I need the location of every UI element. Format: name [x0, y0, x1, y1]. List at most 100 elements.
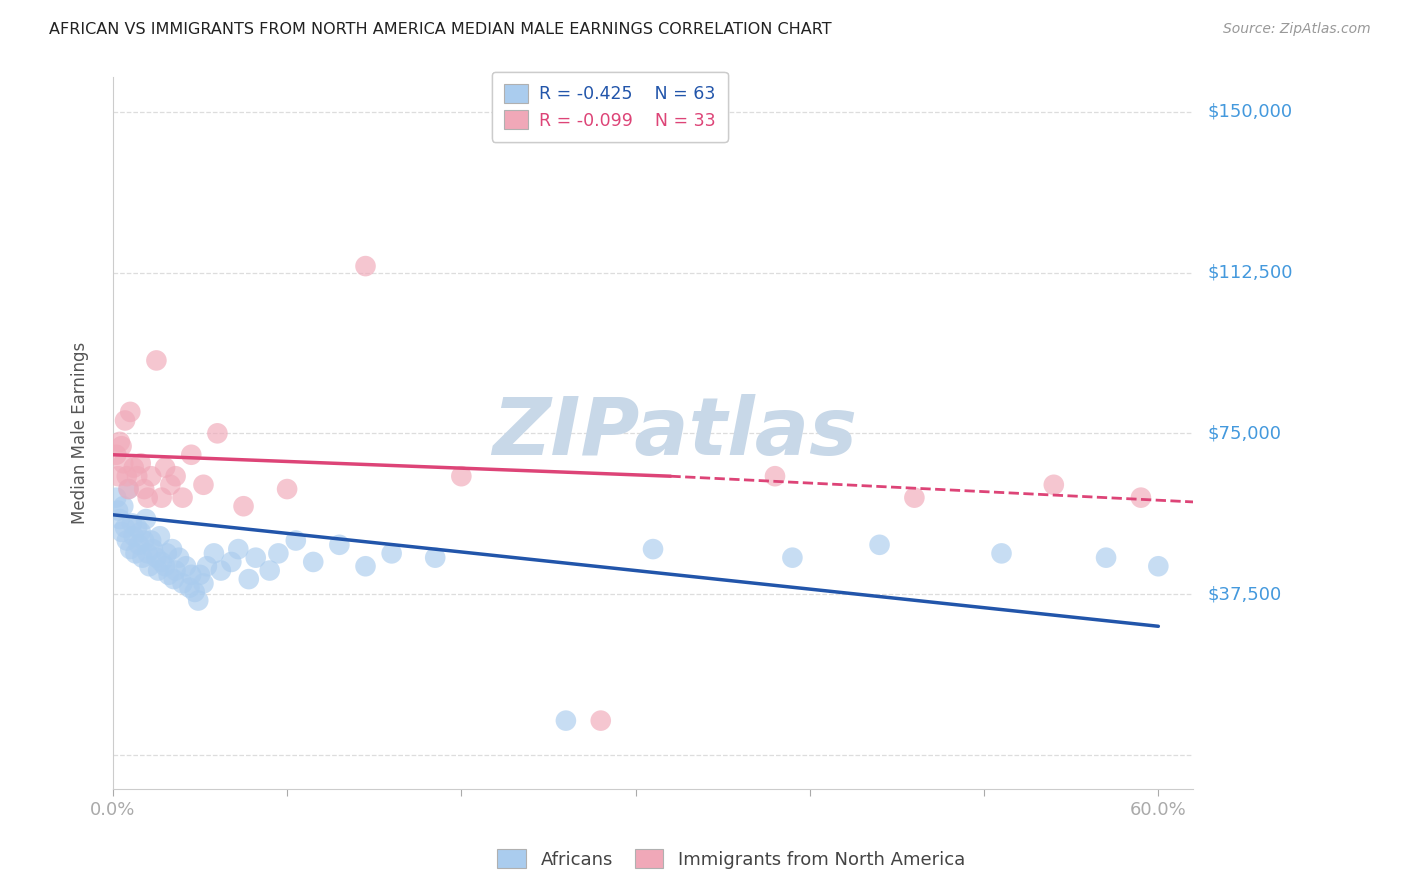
Point [153, 559, 176, 574]
Point [138, 559, 160, 574]
Point [115, 469, 138, 483]
Point [187, 593, 209, 607]
Point [202, 546, 225, 560]
Point [124, 546, 146, 560]
Point [328, 538, 350, 552]
Point [107, 469, 129, 483]
Point [134, 533, 156, 548]
Point [554, 714, 576, 728]
Point [221, 555, 243, 569]
Point [381, 546, 404, 560]
Point [159, 477, 181, 491]
Point [107, 503, 129, 517]
Point [172, 576, 194, 591]
Point [145, 353, 167, 368]
Point [245, 550, 267, 565]
Legend: Africans, Immigrants from North America: Africans, Immigrants from North America [489, 841, 973, 876]
Point [226, 542, 249, 557]
Text: $150,000: $150,000 [1208, 103, 1292, 120]
Point [108, 512, 131, 526]
Point [180, 567, 202, 582]
Point [903, 491, 925, 505]
Point [209, 564, 232, 578]
Point [120, 405, 142, 419]
Point [142, 542, 165, 557]
Y-axis label: Median Male Earnings: Median Male Earnings [72, 343, 89, 524]
Point [193, 477, 215, 491]
Point [153, 460, 176, 475]
Point [160, 542, 183, 557]
Point [141, 469, 163, 483]
Point [136, 546, 159, 560]
Point [141, 533, 163, 548]
Point [1095, 550, 1118, 565]
Point [149, 529, 172, 543]
Point [1042, 477, 1064, 491]
Point [238, 572, 260, 586]
Point [131, 550, 153, 565]
Point [172, 491, 194, 505]
Point [110, 439, 132, 453]
Point [136, 491, 159, 505]
Point [641, 542, 664, 557]
Point [450, 469, 472, 483]
Point [284, 533, 307, 548]
Point [127, 521, 149, 535]
Point [763, 469, 786, 483]
Point [108, 434, 131, 449]
Point [146, 564, 169, 578]
Point [167, 550, 190, 565]
Point [869, 538, 891, 552]
Point [782, 550, 804, 565]
Point [990, 546, 1012, 560]
Legend: R = -0.425    N = 63, R = -0.099    N = 33: R = -0.425 N = 63, R = -0.099 N = 33 [492, 72, 728, 142]
Point [1147, 559, 1170, 574]
Point [112, 500, 135, 514]
Point [302, 555, 325, 569]
Text: $112,500: $112,500 [1208, 263, 1292, 282]
Point [129, 524, 152, 539]
Point [267, 546, 290, 560]
Point [165, 564, 187, 578]
Point [115, 533, 138, 548]
Point [114, 413, 136, 427]
Point [184, 585, 207, 599]
Point [354, 259, 377, 273]
Text: AFRICAN VS IMMIGRANTS FROM NORTH AMERICA MEDIAN MALE EARNINGS CORRELATION CHART: AFRICAN VS IMMIGRANTS FROM NORTH AMERICA… [49, 22, 832, 37]
Point [1129, 491, 1152, 505]
Point [163, 572, 186, 586]
Point [122, 460, 145, 475]
Text: ZIPatlas: ZIPatlas [492, 394, 858, 473]
Point [121, 516, 143, 531]
Point [117, 482, 139, 496]
Point [180, 448, 202, 462]
Point [105, 491, 128, 505]
Point [134, 482, 156, 496]
Point [589, 714, 612, 728]
Point [105, 448, 128, 462]
Point [135, 512, 157, 526]
Point [150, 555, 173, 569]
Point [193, 576, 215, 591]
Text: $75,000: $75,000 [1208, 425, 1281, 442]
Point [122, 529, 145, 543]
Point [174, 559, 197, 574]
Point [150, 491, 173, 505]
Point [129, 456, 152, 470]
Point [207, 426, 229, 441]
Point [117, 482, 139, 496]
Point [188, 567, 211, 582]
Point [157, 567, 180, 582]
Point [232, 500, 254, 514]
Point [120, 542, 142, 557]
Point [276, 482, 298, 496]
Point [259, 564, 281, 578]
Point [114, 521, 136, 535]
Text: Source: ZipAtlas.com: Source: ZipAtlas.com [1223, 22, 1371, 37]
Text: $37,500: $37,500 [1208, 585, 1281, 603]
Point [156, 546, 179, 560]
Point [195, 559, 218, 574]
Point [165, 469, 187, 483]
Point [127, 469, 149, 483]
Point [128, 538, 150, 552]
